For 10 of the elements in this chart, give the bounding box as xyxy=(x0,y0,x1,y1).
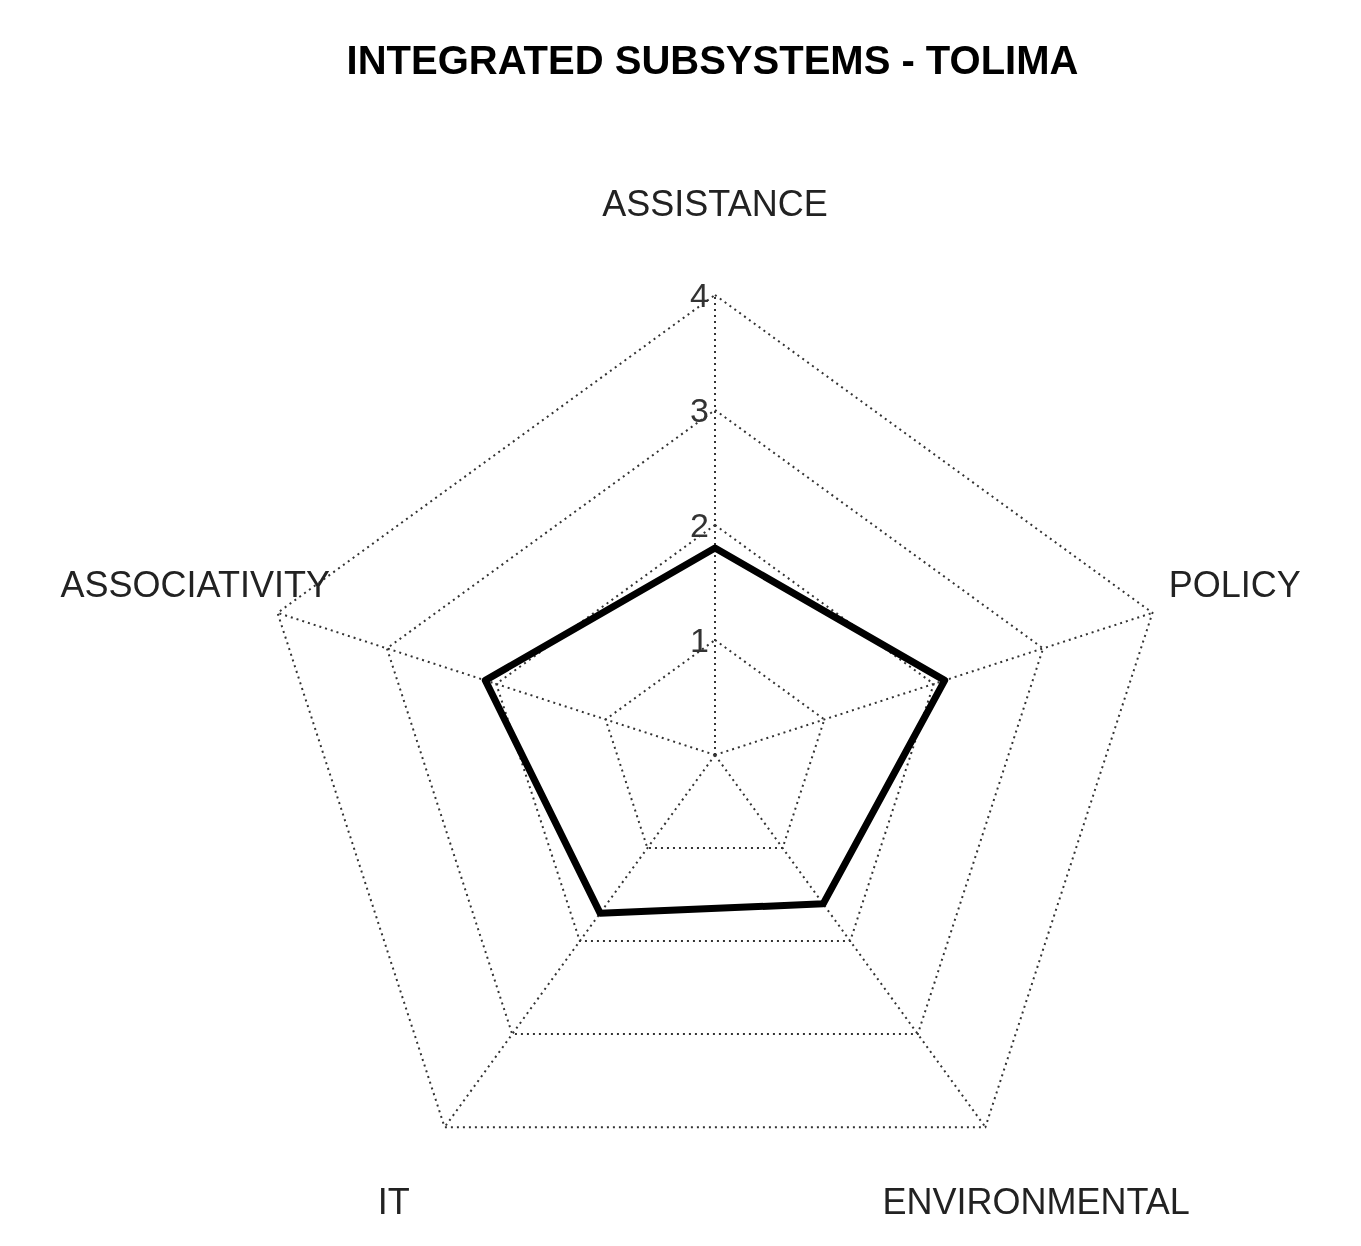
spoke-label: IT xyxy=(377,1181,410,1223)
spoke-label: ASSISTANCE xyxy=(602,182,828,224)
chart-title: INTEGRATED SUBSYSTEMS - TOLIMA xyxy=(346,38,1079,82)
y-tick-label: 4 xyxy=(690,276,709,314)
spoke-label: ENVIRONMENTAL xyxy=(882,1181,1190,1223)
spoke-label: POLICY xyxy=(1168,563,1301,605)
spoke-label: ASSOCIATIVITY xyxy=(60,563,330,605)
y-tick-label: 2 xyxy=(690,506,709,544)
y-tick-label: 1 xyxy=(690,621,709,659)
y-tick-label: 3 xyxy=(690,391,709,429)
